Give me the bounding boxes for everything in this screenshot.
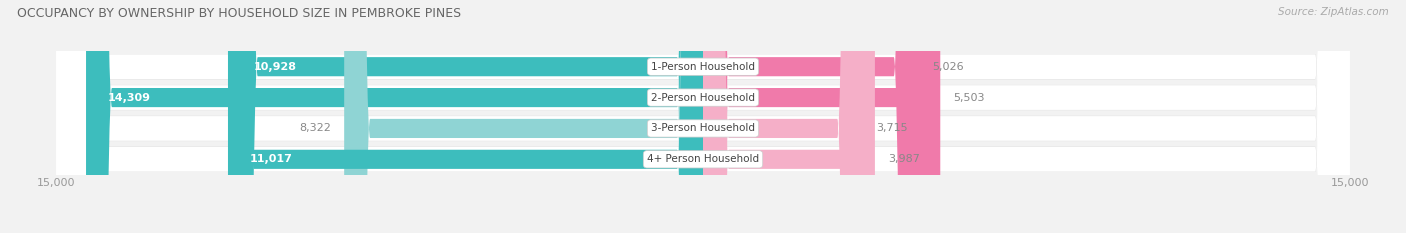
Text: 5,026: 5,026 — [932, 62, 965, 72]
FancyBboxPatch shape — [56, 0, 1350, 233]
FancyBboxPatch shape — [703, 0, 863, 233]
FancyBboxPatch shape — [232, 0, 703, 233]
Text: 3,987: 3,987 — [887, 154, 920, 164]
Text: 14,309: 14,309 — [108, 93, 150, 103]
FancyBboxPatch shape — [86, 0, 703, 233]
FancyBboxPatch shape — [56, 0, 1350, 233]
FancyBboxPatch shape — [56, 0, 1350, 233]
FancyBboxPatch shape — [703, 0, 920, 233]
Text: 5,503: 5,503 — [953, 93, 984, 103]
Text: 3-Person Household: 3-Person Household — [651, 123, 755, 134]
Text: Source: ZipAtlas.com: Source: ZipAtlas.com — [1278, 7, 1389, 17]
Text: OCCUPANCY BY OWNERSHIP BY HOUSEHOLD SIZE IN PEMBROKE PINES: OCCUPANCY BY OWNERSHIP BY HOUSEHOLD SIZE… — [17, 7, 461, 20]
Text: 1-Person Household: 1-Person Household — [651, 62, 755, 72]
FancyBboxPatch shape — [56, 0, 1350, 233]
Text: 11,017: 11,017 — [249, 154, 292, 164]
FancyBboxPatch shape — [56, 0, 1350, 233]
FancyBboxPatch shape — [228, 0, 703, 233]
FancyBboxPatch shape — [344, 0, 703, 233]
Text: 8,322: 8,322 — [299, 123, 332, 134]
Text: 2-Person Household: 2-Person Household — [651, 93, 755, 103]
FancyBboxPatch shape — [703, 0, 875, 233]
FancyBboxPatch shape — [56, 0, 1350, 233]
FancyBboxPatch shape — [56, 0, 1350, 233]
Text: 10,928: 10,928 — [253, 62, 297, 72]
FancyBboxPatch shape — [56, 0, 1350, 233]
Text: 3,715: 3,715 — [876, 123, 908, 134]
Text: 4+ Person Household: 4+ Person Household — [647, 154, 759, 164]
FancyBboxPatch shape — [703, 0, 941, 233]
